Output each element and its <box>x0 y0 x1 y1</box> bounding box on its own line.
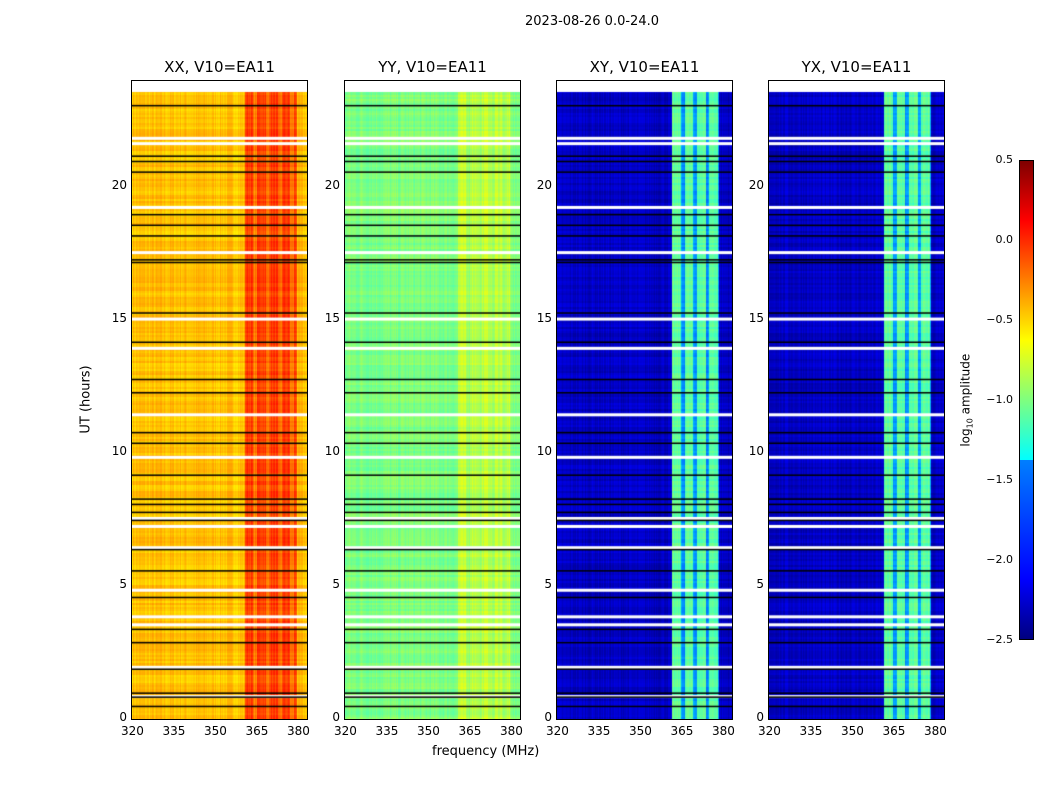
y-tick-label: 5 <box>332 577 340 592</box>
heatmap-image <box>769 81 944 719</box>
y-tick-label: 5 <box>119 577 127 592</box>
x-tick-label: 350 <box>628 724 652 738</box>
y-tick-label: 20 <box>748 178 764 193</box>
x-tick-label: 335 <box>375 724 399 738</box>
y-tick-label: 10 <box>324 444 340 459</box>
x-tick-label: 380 <box>499 724 523 738</box>
y-tick-label: 0 <box>756 710 764 724</box>
colorbar-tick-label: 0.0 <box>995 233 1014 246</box>
heatmap-image <box>132 81 307 719</box>
x-tick-label: 335 <box>587 724 611 738</box>
colorbar-tick-label: −2.0 <box>986 553 1013 566</box>
y-tick-label: 5 <box>756 577 764 592</box>
heatmap-panel <box>131 80 308 720</box>
x-tick-label: 320 <box>334 724 357 738</box>
y-axis-label: UT (hours) <box>78 365 94 434</box>
colorbar <box>1019 160 1034 640</box>
y-tick-label: 20 <box>536 178 552 193</box>
heatmap-panel <box>344 80 521 720</box>
x-tick-label: 350 <box>840 724 864 738</box>
y-tick-label: 15 <box>324 311 340 326</box>
x-tick-label: 380 <box>711 724 735 738</box>
panel-title: XY, V10=EA11 <box>589 58 700 76</box>
x-tick-label: 320 <box>758 724 781 738</box>
x-tick-label: 350 <box>203 724 227 738</box>
x-tick-label: 350 <box>416 724 440 738</box>
x-tick-label: 320 <box>121 724 144 738</box>
x-tick-label: 365 <box>670 724 694 738</box>
x-axis-label: frequency (MHz) <box>432 744 540 759</box>
y-tick-label: 15 <box>111 311 127 326</box>
figure-title: 2023-08-26 0.0-24.0 <box>525 14 659 29</box>
x-tick-label: 365 <box>882 724 906 738</box>
panel-title: YX, V10=EA11 <box>801 58 912 76</box>
colorbar-tick-label: −2.5 <box>986 633 1013 646</box>
y-tick-label: 20 <box>111 178 127 193</box>
x-tick-label: 365 <box>458 724 482 738</box>
x-tick-label: 335 <box>162 724 186 738</box>
y-tick-label: 10 <box>748 444 764 459</box>
colorbar-tick-label: −1.0 <box>986 393 1013 406</box>
colorbar-label: log10 amplitude <box>958 353 975 447</box>
x-tick-label: 380 <box>286 724 310 738</box>
y-tick-label: 15 <box>536 311 552 326</box>
colorbar-tick-label: −1.5 <box>986 473 1013 486</box>
y-tick-label: 0 <box>332 710 340 724</box>
y-tick-label: 5 <box>544 577 552 592</box>
x-tick-label: 335 <box>799 724 823 738</box>
x-tick-label: 380 <box>923 724 947 738</box>
colorbar-tick-label: −0.5 <box>986 313 1013 326</box>
panel-title: YY, V10=EA11 <box>378 58 487 76</box>
colorbar-tick-label: 0.5 <box>995 153 1014 166</box>
x-tick-label: 365 <box>245 724 269 738</box>
y-tick-label: 15 <box>748 311 764 326</box>
y-tick-label: 0 <box>119 710 127 724</box>
heatmap-panel <box>556 80 733 720</box>
y-tick-label: 0 <box>544 710 552 724</box>
heatmap-image <box>557 81 732 719</box>
panel-title: XX, V10=EA11 <box>164 58 275 76</box>
heatmap-panel <box>768 80 945 720</box>
heatmap-image <box>345 81 520 719</box>
y-tick-label: 10 <box>111 444 127 459</box>
y-tick-label: 20 <box>324 178 340 193</box>
y-tick-label: 10 <box>536 444 552 459</box>
x-tick-label: 320 <box>546 724 569 738</box>
